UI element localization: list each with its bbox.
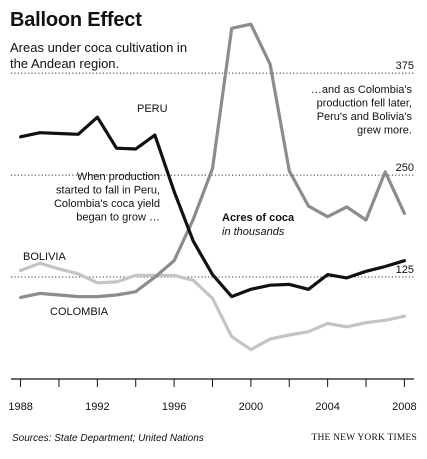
series-label-peru: PERU [137,103,168,115]
colombia-annotation-line: production fell later, [317,98,412,110]
unit-label: Acres of coca [222,212,295,224]
peru-annotation-line: Colombia's coca yield [54,198,160,210]
series-label-bolivia: BOLIVIA [23,251,66,263]
series-line-peru [19,115,406,299]
peru-annotation-line: When production [77,171,160,183]
x-tick-label: 2000 [239,401,263,413]
x-tick-label: 2004 [315,401,339,413]
peru-annotation-line: started to fall in Peru, [56,185,160,197]
series-line-colombia [19,22,406,299]
x-tick-label: 2008 [392,401,416,413]
colombia-annotation-line: Peru's and Bolivia's [317,111,413,123]
series-label-colombia: COLOMBIA [50,306,109,318]
y-tick-label: 125 [396,264,414,276]
colombia-annotation-line: …and as Colombia's [311,84,413,96]
series-line-bolivia [19,261,406,352]
x-tick-label: 1992 [85,401,109,413]
y-tick-label: 250 [396,162,414,174]
chart-title: Balloon Effect [10,9,142,31]
peru-annotation-line: began to grow … [76,212,160,224]
unit-label-sub: in thousands [222,226,285,238]
x-tick-label: 1996 [162,401,186,413]
colombia-annotation-line: grew more. [357,125,412,137]
chart-subtitle: Areas under coca cultivation in the Ande… [10,40,188,71]
y-tick-label: 375 [396,60,414,72]
x-tick-label: 1988 [8,401,32,413]
source-note: Sources: State Department; United Nation… [12,433,204,444]
credit-line: THE NEW YORK TIMES [311,433,417,443]
